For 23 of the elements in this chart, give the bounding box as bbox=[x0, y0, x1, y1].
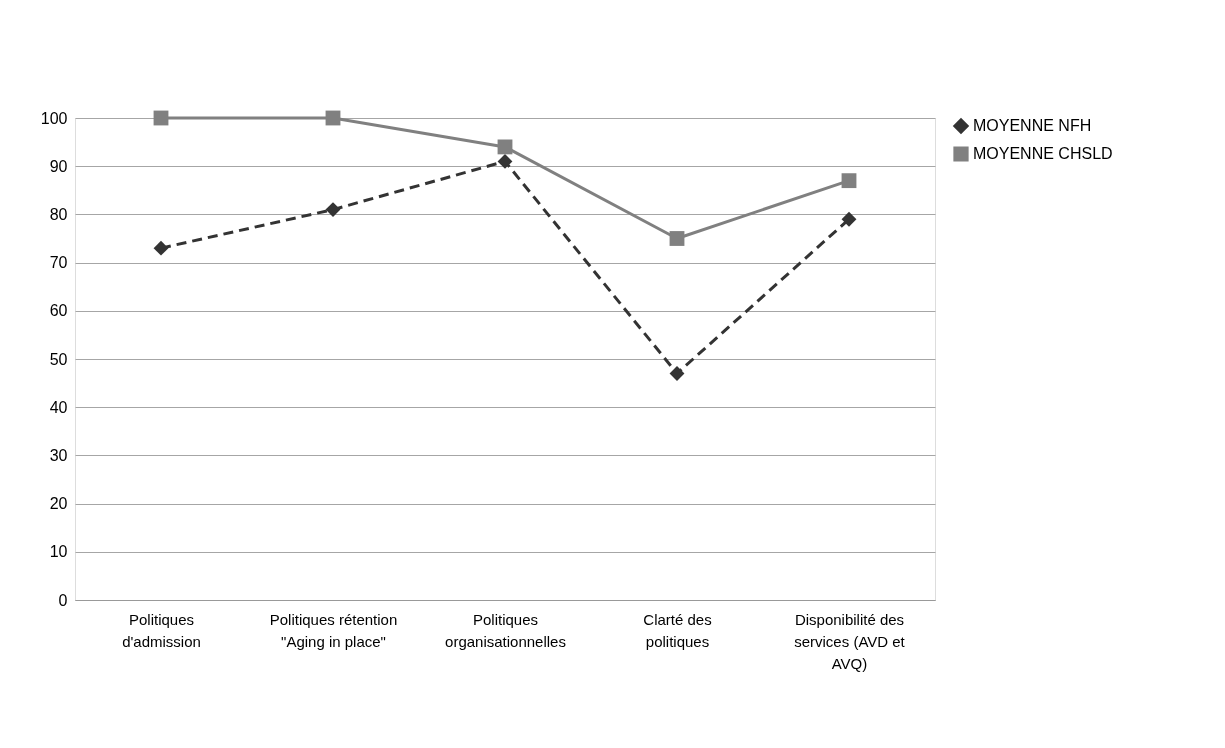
y-tick-label: 0 bbox=[58, 591, 68, 609]
y-tick-label: 40 bbox=[49, 398, 68, 416]
point bbox=[153, 240, 169, 256]
y-tick-label: 50 bbox=[49, 350, 68, 368]
point bbox=[841, 211, 857, 227]
x-tick-label: Politiques organisationnelles bbox=[445, 610, 566, 650]
x-tick-label: Disponibilité des services (AVD et AVQ) bbox=[794, 610, 906, 672]
x-tick-label: Clarté des politiques bbox=[643, 610, 712, 650]
point bbox=[497, 153, 513, 169]
y-tick-label: 20 bbox=[49, 495, 68, 513]
y-tick-label: 70 bbox=[49, 254, 68, 272]
point bbox=[841, 173, 857, 189]
x-tick-label: Politiques rétention "Aging in place" bbox=[269, 610, 398, 650]
y-tick-label: 60 bbox=[49, 302, 68, 320]
point bbox=[669, 231, 685, 246]
y-tick-label: 100 bbox=[40, 109, 68, 127]
legend-label: MOYENNE CHSLD bbox=[973, 145, 1113, 162]
y-tick-label: 90 bbox=[49, 157, 68, 175]
y-tick-label: 10 bbox=[49, 543, 68, 561]
legend-label: MOYENNE NFH bbox=[973, 117, 1092, 134]
y-tick-label: 30 bbox=[49, 446, 68, 464]
x-tick-label: Politiques d'admission bbox=[122, 610, 201, 650]
y-tick-label: 80 bbox=[49, 205, 68, 223]
